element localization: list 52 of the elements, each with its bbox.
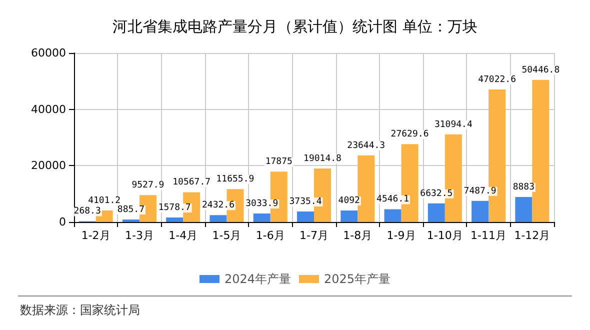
bar (428, 203, 445, 222)
data-label: 23644.3 (347, 140, 386, 151)
bar (532, 80, 550, 222)
y-tick-label: 40000 (31, 102, 66, 116)
x-tick-label: 1-5月 (212, 229, 242, 242)
bar (515, 196, 532, 222)
data-label: 19014.8 (304, 154, 342, 164)
chart-title: 河北省集成电路产量分月（累计值）统计图 单位：万块 (112, 18, 478, 36)
data-label: 2432.6 (202, 200, 234, 211)
data-label: 9527.9 (132, 180, 164, 191)
data-label: 268.3 (74, 206, 101, 217)
data-label: 4092 (338, 196, 360, 206)
data-label: 885.7 (117, 205, 144, 216)
bar (358, 155, 375, 222)
data-label: 6632.5 (420, 188, 453, 199)
bar (384, 209, 402, 222)
source-note: 数据来源：国家统计局 (20, 303, 140, 317)
y-tick-label: 20000 (31, 159, 66, 172)
bar (253, 213, 270, 222)
bar (297, 211, 314, 222)
data-label: 1578.7 (158, 203, 191, 214)
data-label: 10567.7 (172, 178, 211, 188)
x-tick-label: 1-6月 (256, 229, 285, 242)
x-tick-label: 1-11月 (470, 229, 507, 242)
data-label: 3735.4 (289, 196, 322, 207)
data-label: 27629.6 (390, 130, 429, 140)
x-tick-label: 1-7月 (300, 229, 328, 242)
bar (340, 210, 358, 222)
bar (166, 218, 184, 222)
bar (472, 200, 489, 222)
bar (210, 215, 227, 222)
data-label: 8883 (512, 182, 535, 192)
x-tick-label: 1-12月 (514, 229, 550, 242)
data-label: 7487.9 (464, 186, 496, 196)
data-label: 50446.8 (522, 65, 560, 76)
data-label: 17875 (265, 157, 292, 168)
x-tick-label: 1-3月 (124, 229, 154, 242)
legend-label: 2024年产量 (224, 272, 292, 286)
data-label: 4101.2 (88, 196, 121, 206)
legend-label: 2025年产量 (324, 272, 391, 286)
data-label: 11655.9 (216, 174, 254, 185)
x-tick-label: 1-9月 (386, 229, 416, 242)
y-tick-label: 60000 (31, 46, 66, 60)
data-label: 47022.6 (478, 75, 516, 86)
x-tick-label: 1-4月 (168, 229, 198, 242)
data-label: 4546.1 (376, 194, 410, 205)
x-tick-label: 1-2月 (81, 229, 110, 242)
x-tick-label: 1-8月 (343, 229, 372, 242)
y-tick-label: 0 (59, 216, 66, 228)
x-tick-label: 1-10月 (426, 229, 463, 242)
data-label: 3033.9 (246, 198, 278, 209)
data-label: 31094.4 (434, 120, 472, 130)
